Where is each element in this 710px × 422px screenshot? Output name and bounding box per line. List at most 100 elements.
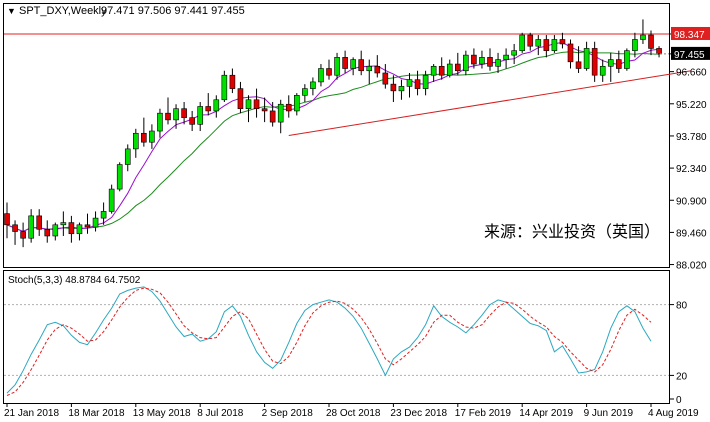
candle-body [12, 224, 18, 232]
time-tick-label: 9 Jun 2019 [584, 408, 634, 419]
stoch-pane-frame [3, 270, 670, 404]
stoch-tick-label: 0 [676, 395, 682, 406]
candle-body [52, 224, 59, 237]
stoch-tick-label: 80 [676, 301, 688, 312]
candle-body [487, 57, 493, 67]
price-tick-label: 90.900 [676, 196, 707, 207]
candle-body [4, 213, 10, 226]
candle-body [108, 188, 115, 212]
candle-body [358, 59, 365, 72]
price-axis: 98.347 97.455 96.660 95.220 93.780 92.340 90.9… [670, 26, 710, 272]
current-price-label: 97.455 [674, 50, 705, 61]
candle-body [173, 108, 179, 121]
stoch-signal-line [6, 287, 652, 396]
stochastic-axis: 80 20 0 [670, 301, 688, 406]
time-tick-label: 4 Aug 2019 [648, 408, 699, 419]
time-tick-label: 21 Jan 2018 [4, 408, 59, 419]
source-annotation: 来源：兴业投资（英国） [484, 223, 660, 241]
candle-body [100, 211, 107, 219]
stoch-title: Stoch(5,3,3) 48.8784 64.7502 [8, 275, 141, 286]
candle-body [519, 34, 526, 51]
candle-body [277, 103, 284, 123]
candle-body [567, 43, 574, 63]
current-price-badge [671, 46, 710, 60]
candle-body [285, 103, 292, 112]
candle-body [44, 228, 51, 237]
candle-body [92, 217, 99, 228]
candle-body [36, 215, 43, 230]
candle-body [422, 74, 429, 89]
candle-body [374, 65, 381, 74]
candle-body [366, 65, 373, 72]
candle-body [253, 99, 260, 110]
price-pane-frame [3, 3, 670, 268]
candle-body [599, 65, 606, 76]
candle-body [318, 68, 324, 83]
candle-body [197, 106, 203, 125]
candle-body [390, 83, 397, 92]
candle-body [124, 148, 131, 165]
time-axis: 21 Jan 2018 18 Mar 2018 13 May 2018 8 Jul 2… [4, 403, 699, 419]
candle-body [293, 95, 300, 112]
candle-body [615, 59, 622, 69]
candle-body [181, 108, 187, 118]
candle-body [632, 39, 638, 51]
candle-body [591, 48, 598, 76]
candle-body [551, 39, 558, 51]
candle-body [310, 81, 316, 89]
time-tick-label: 14 Apr 2019 [519, 408, 573, 419]
candle-body [245, 99, 252, 110]
candle-body [302, 88, 308, 96]
candle-body [398, 86, 405, 92]
candle-body [503, 54, 509, 60]
candle-body [28, 215, 34, 239]
price-plot [4, 19, 692, 248]
candle-body [624, 50, 630, 69]
candle-body [269, 110, 276, 123]
stoch-tick-label: 20 [676, 371, 688, 382]
price-tick-label: 95.220 [676, 100, 707, 111]
time-tick-label: 17 Feb 2019 [455, 408, 512, 419]
time-tick-label: 2 Sep 2018 [262, 408, 314, 419]
candle-body [189, 117, 195, 125]
candle-body [406, 79, 413, 87]
price-tick-label: 89.460 [676, 228, 707, 239]
support-trendline [288, 70, 692, 136]
candle-body [76, 224, 83, 235]
candle-body [543, 39, 550, 51]
candle-body [471, 54, 477, 65]
candle-body [640, 34, 646, 40]
candle-body [261, 108, 268, 112]
fast-moving-average [6, 41, 660, 233]
ohlc-readout: 97.471 97.506 97.441 97.455 [101, 5, 245, 17]
candle-body [133, 132, 139, 150]
price-tick-label: 88.020 [676, 261, 707, 272]
price-tick-label: 96.660 [676, 68, 707, 79]
time-tick-label: 18 Mar 2018 [68, 408, 125, 419]
candle-body [221, 74, 228, 101]
candle-body [116, 164, 123, 190]
stochastic-plot [4, 286, 669, 396]
candle-body [479, 57, 485, 65]
candle-body [157, 112, 163, 132]
candle-body [213, 99, 220, 112]
resistance-price-badge [671, 26, 710, 40]
time-tick-label: 23 Dec 2018 [390, 408, 447, 419]
chart-title: SPT_DXY,Weekly [19, 5, 107, 17]
candle-body [511, 50, 517, 56]
candle-body [84, 224, 91, 228]
candle-body [342, 57, 348, 69]
candle-body [205, 106, 212, 112]
candle-body [575, 61, 582, 69]
candle-body [648, 34, 654, 49]
time-tick-label: 28 Oct 2018 [326, 408, 381, 419]
candle-body [430, 65, 437, 76]
candle-body [495, 59, 501, 67]
candle-body [438, 65, 445, 76]
candle-body [463, 54, 469, 72]
price-tick-label: 93.780 [676, 132, 707, 143]
candle-body [20, 231, 26, 239]
stoch-main-line [6, 286, 652, 394]
candle-body [60, 222, 67, 226]
